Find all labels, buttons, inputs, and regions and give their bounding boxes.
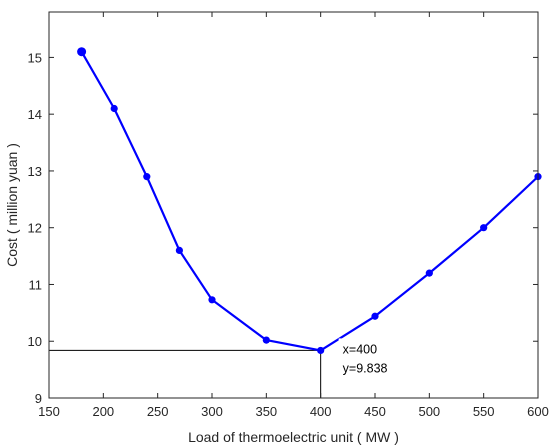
data-point [208, 296, 216, 304]
data-point [425, 269, 433, 277]
data-point [317, 346, 325, 355]
data-point [110, 104, 118, 113]
x-tick-label: 350 [255, 404, 277, 419]
data-tip-y-text: y=9.838 [343, 361, 388, 375]
data-point [480, 224, 488, 232]
reference-lines [49, 349, 322, 398]
y-tick-label: 9 [35, 391, 42, 406]
data-point [77, 47, 87, 57]
data-point [175, 246, 183, 255]
x-tick-label: 600 [527, 404, 549, 419]
data-tip-background [338, 338, 395, 379]
x-tick-label: 400 [310, 404, 332, 419]
plot-frame [48, 11, 539, 399]
y-tick-label: 12 [28, 221, 42, 236]
x-tick-label: 250 [147, 404, 169, 419]
y-axis-ticks: 9 10 11 12 13 14 15 [28, 50, 538, 406]
y-tick-label: 13 [28, 164, 42, 179]
x-tick-label: 500 [418, 404, 440, 419]
y-tick-label: 15 [28, 50, 42, 65]
data-point [371, 312, 379, 320]
x-axis-title: Load of thermoelectric unit ( MW ) [188, 429, 399, 445]
y-axis-title: Cost ( million yuan ) [4, 143, 20, 267]
data-tip: x=400 y=9.838 [338, 338, 395, 379]
x-tick-label: 450 [364, 404, 386, 419]
y-tick-label: 10 [28, 334, 42, 349]
data-point [143, 173, 151, 181]
x-tick-label: 200 [92, 404, 114, 419]
series-layer [77, 47, 542, 355]
y-tick-label: 14 [28, 107, 42, 122]
x-tick-label: 550 [473, 404, 495, 419]
x-tick-label: 300 [201, 404, 223, 419]
y-tick-label: 11 [29, 277, 43, 292]
data-point [262, 336, 270, 344]
x-tick-label: 150 [38, 404, 60, 419]
data-tip-x-text: x=400 [343, 342, 377, 356]
x-axis-ticks: 150 200 250 300 350 400 450 500 550 600 [38, 12, 549, 419]
